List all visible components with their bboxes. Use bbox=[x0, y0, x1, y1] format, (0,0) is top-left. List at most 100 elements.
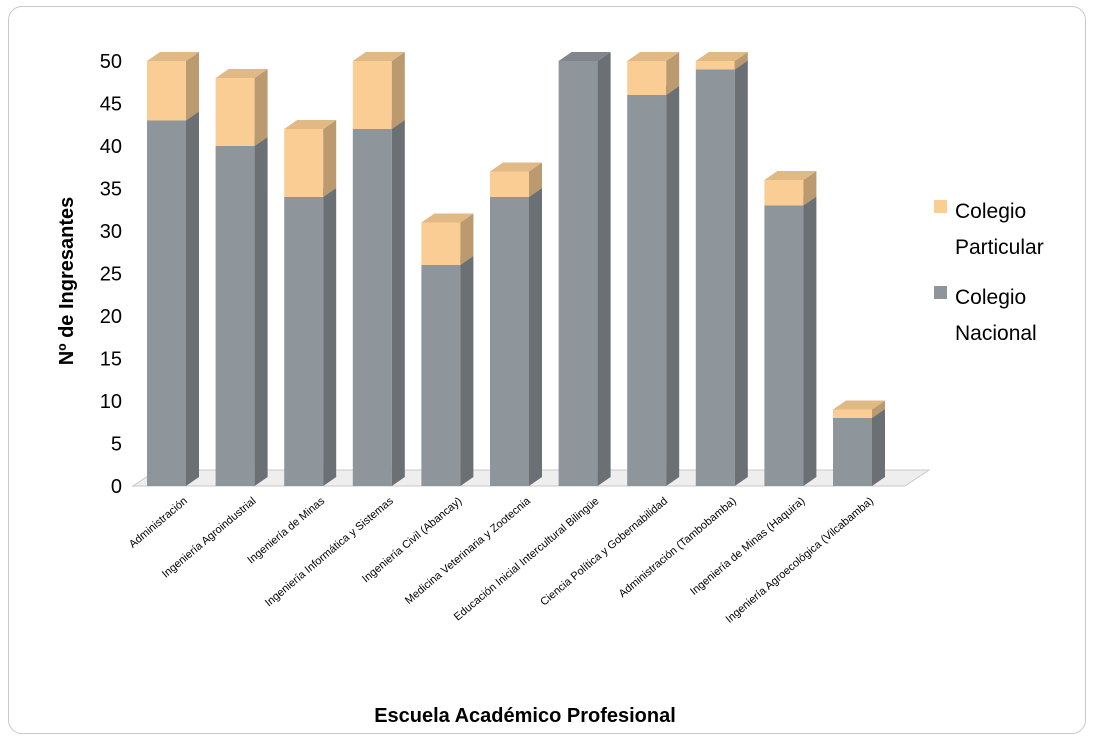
bar-side-face bbox=[254, 137, 268, 486]
bar-segment-colegio-nacional bbox=[147, 111, 199, 486]
bar-side-face bbox=[666, 52, 680, 95]
bar-side-face bbox=[734, 60, 748, 486]
bar-top-face bbox=[558, 52, 611, 61]
x-tick-label: Administración bbox=[127, 495, 190, 551]
bar-side-face bbox=[803, 171, 817, 206]
y-tick-label: 40 bbox=[100, 136, 122, 158]
bar-segment-colegio-nacional bbox=[558, 52, 611, 486]
bar-top-face bbox=[833, 400, 885, 410]
bar-segment-colegio-particular bbox=[695, 52, 748, 70]
bar-side-face bbox=[529, 188, 542, 486]
bar-side-face bbox=[186, 52, 199, 121]
y-tick-label: 25 bbox=[100, 264, 122, 286]
bar-front-face bbox=[284, 129, 324, 197]
bar-front-face bbox=[490, 197, 529, 486]
y-tick-label: 45 bbox=[100, 94, 122, 116]
bar-front-face bbox=[558, 61, 598, 486]
bar-front-face bbox=[352, 129, 392, 486]
bar-front-face bbox=[421, 265, 461, 486]
bar-segment-colegio-particular bbox=[764, 171, 817, 206]
x-tick-label: Medicina Veterinaria y Zootecnia bbox=[403, 495, 534, 607]
bar-segment-colegio-nacional bbox=[764, 196, 817, 486]
bar-segment-colegio-particular bbox=[627, 52, 680, 95]
bar-top-face bbox=[215, 69, 268, 78]
bar-side-face bbox=[460, 256, 474, 486]
bar-segment-colegio-particular bbox=[147, 52, 199, 121]
bar-front-face bbox=[490, 171, 529, 197]
bar-segment-colegio-nacional bbox=[421, 256, 474, 486]
bar-side-face bbox=[391, 120, 405, 486]
bar-front-face bbox=[833, 409, 872, 418]
bar-front-face bbox=[352, 61, 392, 129]
bar-segment-colegio-nacional bbox=[352, 120, 405, 486]
bar-segment-colegio-particular bbox=[352, 52, 405, 129]
bar-side-face bbox=[323, 120, 337, 197]
bar-side-face bbox=[254, 69, 268, 146]
y-tick-label: 50 bbox=[100, 51, 122, 73]
y-tick-label: 15 bbox=[100, 349, 122, 371]
bar-side-face bbox=[872, 400, 885, 418]
bar-front-face bbox=[147, 120, 186, 486]
legend-label: Colegio bbox=[955, 286, 1026, 309]
bar-top-face bbox=[421, 213, 474, 223]
y-tick-label: 30 bbox=[100, 221, 122, 243]
y-tick-label: 5 bbox=[111, 434, 122, 456]
x-tick-label: Educación Inicial Intercultural Bilingüe bbox=[452, 495, 602, 623]
bar-front-face bbox=[695, 69, 735, 486]
bar-segment-colegio-particular bbox=[490, 162, 542, 197]
legend-item: Colegio Nacional bbox=[934, 286, 1037, 345]
bar-segment-colegio-particular bbox=[284, 120, 337, 197]
bar-top-face bbox=[627, 52, 680, 61]
legend-swatch bbox=[934, 286, 947, 299]
bar-front-face bbox=[147, 61, 186, 121]
bar-front-face bbox=[764, 205, 804, 486]
bar-side-face bbox=[529, 162, 542, 197]
bar-segment-colegio-nacional bbox=[627, 86, 680, 486]
legend: Colegio Particular Colegio Nacional bbox=[934, 200, 1044, 345]
bar-top-face bbox=[284, 120, 337, 129]
bar-front-face bbox=[695, 61, 735, 70]
y-axis-title: Nº de Ingresantes bbox=[56, 197, 78, 365]
bar-segment-colegio-nacional bbox=[284, 188, 337, 486]
bar-side-face bbox=[666, 86, 680, 486]
x-tick-label: Ingeniería Agroecológica (Vilcabamba) bbox=[724, 495, 876, 626]
y-tick-label: 10 bbox=[100, 391, 122, 413]
x-tick-label: Administración (Tambobamba) bbox=[617, 495, 739, 600]
bar-side-face bbox=[872, 409, 885, 486]
bar-top-face bbox=[490, 162, 542, 172]
bar-segment-colegio-particular bbox=[833, 400, 885, 418]
x-tick-label: Ciencia Política y Gobernabilidad bbox=[538, 495, 670, 608]
legend-label: Nacional bbox=[955, 322, 1037, 345]
bar-front-face bbox=[421, 222, 461, 265]
bar-segment-colegio-nacional bbox=[833, 409, 885, 486]
bar-top-face bbox=[352, 52, 405, 61]
bar-front-face bbox=[215, 78, 255, 146]
y-tick-label: 20 bbox=[100, 306, 122, 328]
y-tick-label: 35 bbox=[100, 179, 122, 201]
bar-side-face bbox=[803, 196, 817, 486]
bar-front-face bbox=[764, 180, 804, 206]
bar-side-face bbox=[391, 52, 405, 129]
bar-top-face bbox=[147, 52, 199, 61]
bar-side-face bbox=[186, 111, 199, 486]
bar-top-face bbox=[695, 52, 748, 61]
bar-front-face bbox=[284, 197, 324, 486]
y-axis: 0 5 10 15 20 25 30 35 40 45 50 bbox=[100, 51, 122, 498]
bar-segment-colegio-nacional bbox=[215, 137, 268, 486]
bar-front-face bbox=[627, 61, 667, 95]
bar-side-face bbox=[460, 213, 474, 265]
legend-swatch bbox=[934, 200, 947, 213]
x-tick-label: Ingeniería Informática y Sistemas bbox=[263, 495, 396, 609]
legend-item: Colegio Particular bbox=[934, 200, 1044, 259]
x-tick-label: Ingeniería de Minas (Haquira) bbox=[688, 495, 807, 598]
bar-segment-colegio-nacional bbox=[695, 60, 748, 486]
legend-label: Particular bbox=[955, 236, 1044, 259]
y-tick-label: 0 bbox=[111, 476, 122, 498]
bar-segment-colegio-particular bbox=[421, 213, 474, 265]
bar-side-face bbox=[597, 52, 611, 486]
bar-front-face bbox=[627, 95, 667, 486]
bars bbox=[147, 52, 885, 486]
bar-front-face bbox=[215, 146, 255, 486]
